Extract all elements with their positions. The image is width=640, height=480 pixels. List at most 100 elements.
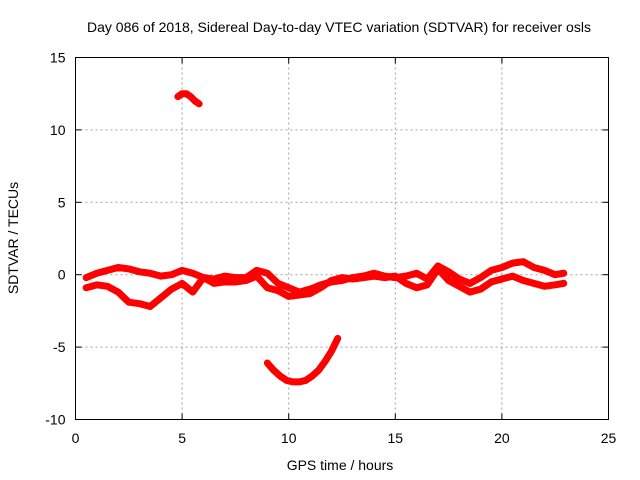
data-point: [274, 280, 282, 287]
data-point: [477, 274, 484, 281]
data-point: [276, 372, 284, 380]
data-point: [541, 267, 548, 274]
data-point: [125, 265, 132, 273]
data-point: [445, 277, 452, 284]
data-point: [253, 272, 260, 280]
ticks: 0 5 10 15 20 25 -10 -5 0 5 10 15: [45, 50, 616, 447]
series-lower-arc: [263, 334, 342, 386]
data-point: [296, 378, 303, 386]
data-point: [381, 274, 388, 281]
data-point: [498, 264, 506, 271]
data-point: [264, 284, 271, 291]
data-point: [178, 280, 186, 287]
x-tick-label: 5: [178, 430, 186, 446]
data-point: [285, 293, 292, 300]
data-point: [424, 281, 431, 289]
data-point: [221, 278, 228, 286]
data-point: [168, 271, 175, 278]
data-points: [82, 90, 568, 386]
data-point: [195, 100, 203, 108]
data-point: [274, 287, 282, 294]
x-tick-label: 15: [388, 430, 404, 446]
data-point: [466, 280, 474, 287]
data-point: [434, 265, 442, 273]
data-point: [125, 299, 132, 306]
data-point: [270, 367, 277, 374]
data-point: [104, 267, 111, 274]
data-point: [114, 264, 122, 271]
data-point: [402, 272, 410, 280]
data-point: [157, 294, 164, 302]
data-point: [200, 274, 207, 281]
data-point: [283, 377, 290, 384]
data-point: [253, 267, 260, 274]
data-point: [157, 272, 164, 280]
y-axis-label: SDTVAR / TECUs: [5, 182, 21, 294]
data-point: [560, 280, 567, 287]
data-point: [82, 274, 90, 281]
data-point: [315, 367, 322, 374]
data-point: [498, 275, 506, 283]
data-point: [560, 270, 567, 277]
x-tick-label: 0: [72, 430, 80, 446]
data-point: [146, 270, 154, 277]
y-tick-label: 5: [58, 194, 66, 210]
data-point: [334, 335, 341, 342]
data-point: [264, 270, 271, 277]
data-point: [328, 348, 335, 355]
data-point: [302, 377, 309, 384]
x-tick-label: 10: [281, 430, 297, 446]
data-point: [146, 303, 154, 310]
data-point: [541, 283, 548, 290]
plot-frame: [75, 57, 609, 420]
y-tick-label: -10: [45, 412, 65, 428]
data-point: [136, 268, 143, 276]
data-point: [488, 278, 495, 286]
series-upper-arc: [174, 90, 203, 108]
data-point: [264, 359, 271, 367]
data-point: [445, 268, 452, 276]
data-point: [413, 270, 420, 277]
data-point: [104, 283, 111, 290]
data-point: [530, 280, 538, 287]
data-point: [296, 291, 303, 299]
data-point: [338, 274, 346, 281]
data-point: [552, 271, 559, 278]
data-point: [477, 285, 484, 293]
data-point: [520, 258, 527, 265]
data-point: [136, 300, 143, 307]
y-tick-label: 15: [50, 50, 66, 66]
data-point: [520, 277, 527, 284]
data-point: [93, 281, 101, 289]
data-point: [530, 264, 538, 271]
data-point: [187, 93, 194, 100]
data-point: [210, 280, 218, 287]
data-point: [221, 272, 228, 280]
data-point: [82, 284, 90, 291]
data-point: [360, 274, 367, 281]
data-point: [242, 277, 250, 284]
data-point: [93, 270, 101, 277]
y-tick-label: -5: [53, 339, 66, 355]
data-point: [466, 288, 474, 296]
data-point: [232, 278, 239, 286]
data-point: [189, 288, 196, 296]
data-point: [349, 275, 356, 283]
x-tick-label: 25: [601, 430, 617, 446]
data-point: [392, 272, 399, 280]
series-trace: [82, 265, 568, 311]
data-point: [488, 267, 495, 274]
data-point: [289, 378, 297, 386]
chart-title: Day 086 of 2018, Sidereal Day-to-day VTE…: [87, 19, 591, 35]
y-tick-label: 0: [58, 267, 66, 283]
data-point: [285, 284, 292, 291]
series-near-zero-band-b: [82, 265, 568, 311]
data-point: [189, 270, 196, 277]
data-point: [402, 280, 410, 287]
data-point: [509, 272, 516, 280]
data-point: [509, 259, 516, 267]
y-tick-label: 10: [50, 122, 66, 138]
data-point: [308, 372, 316, 380]
